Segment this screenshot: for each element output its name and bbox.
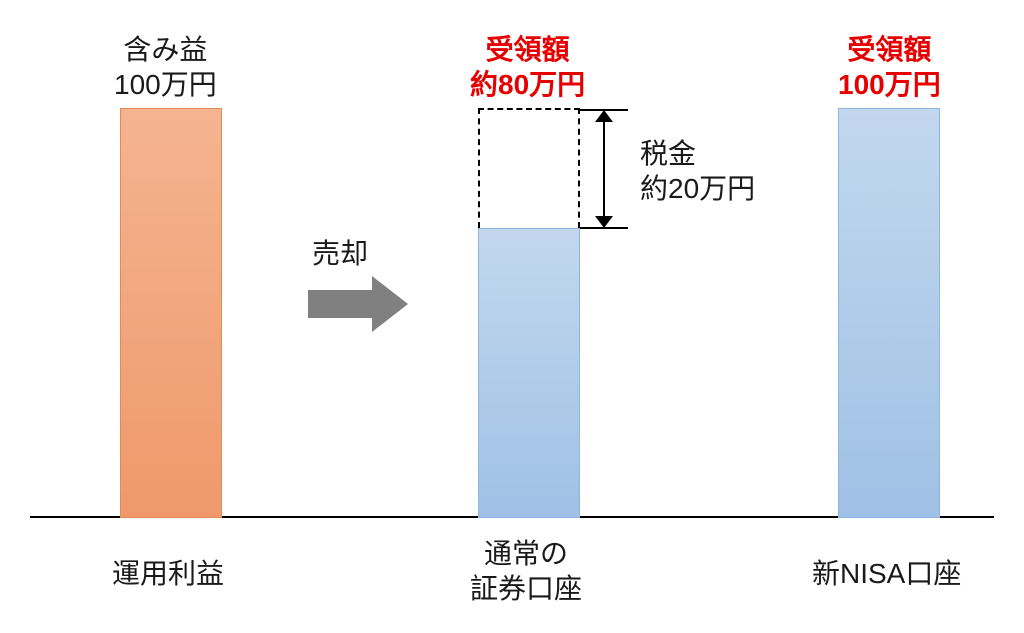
bar2-axis-line1: 通常の (484, 538, 568, 569)
bar2-top-line2: 約80万円 (470, 69, 585, 100)
bar2-top-label: 受領額 約80万円 (470, 32, 585, 102)
bar-regular-account (478, 228, 580, 518)
bar1-axis-label: 運用利益 (112, 556, 224, 591)
tax-arrow-line (603, 118, 605, 220)
tax-label: 税金 約20万円 (640, 136, 755, 206)
tax-label-line1: 税金 (640, 138, 696, 169)
sell-arrow-head (372, 276, 408, 332)
bar2-axis-label: 通常の 証券口座 (470, 536, 582, 606)
tax-arrow-head-up (595, 110, 613, 122)
bar3-top-label: 受領額 100万円 (838, 32, 941, 102)
sell-label: 売却 (312, 236, 368, 271)
tax-label-line2: 約20万円 (640, 173, 755, 204)
bar1-top-line2: 100万円 (114, 69, 217, 100)
bar2-top-line1: 受領額 (486, 34, 570, 65)
bar3-top-line2: 100万円 (838, 69, 941, 100)
tax-dashed-box (478, 108, 580, 228)
bar1-top-line1: 含み益 (123, 34, 207, 65)
bar-nisa-account (838, 108, 940, 518)
bar1-top-label: 含み益 100万円 (114, 32, 217, 102)
chart-stage: 売却 含み益 100万円 受領額 約80万円 受領額 100万円 税金 約20万… (0, 0, 1024, 633)
sell-arrow-shaft (308, 290, 372, 318)
tax-arrow-head-down (595, 216, 613, 228)
bar-profit (120, 108, 222, 518)
bar3-axis-label: 新NISA口座 (812, 556, 961, 591)
bar3-top-line1: 受領額 (847, 34, 931, 65)
bar2-axis-line2: 証券口座 (470, 573, 582, 604)
